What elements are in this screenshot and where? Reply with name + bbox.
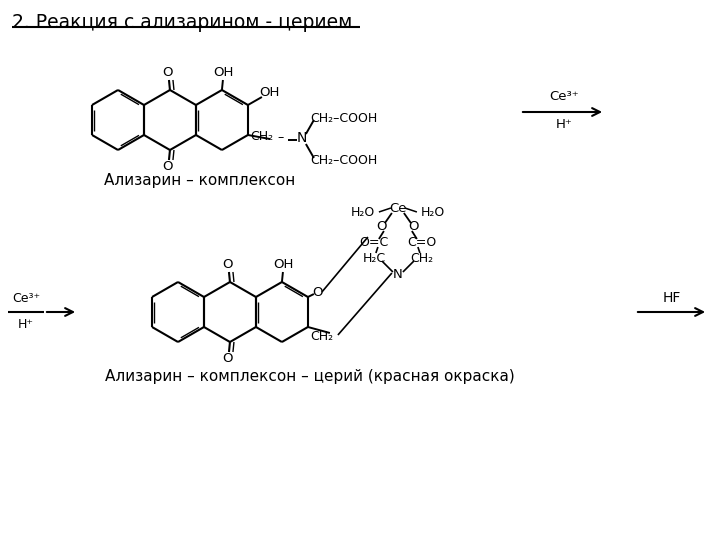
Text: O: O bbox=[377, 220, 387, 233]
Text: OH: OH bbox=[214, 66, 234, 79]
Text: O: O bbox=[222, 353, 233, 366]
Text: N: N bbox=[297, 131, 307, 145]
Text: O=C: O=C bbox=[359, 237, 389, 249]
Text: OH: OH bbox=[260, 86, 280, 99]
Text: OH: OH bbox=[274, 259, 294, 272]
Text: H₂O: H₂O bbox=[351, 206, 375, 219]
Text: 2. Реакция с ализарином - церием: 2. Реакция с ализарином - церием bbox=[12, 13, 352, 32]
Text: –: – bbox=[278, 132, 284, 145]
Text: H₂C: H₂C bbox=[362, 253, 385, 266]
Text: Ce³⁺: Ce³⁺ bbox=[549, 91, 579, 104]
Text: O: O bbox=[163, 66, 174, 79]
Text: Ce: Ce bbox=[389, 202, 407, 215]
Text: H⁺: H⁺ bbox=[556, 118, 572, 132]
Text: H⁺: H⁺ bbox=[18, 319, 34, 332]
Text: H₂O: H₂O bbox=[420, 206, 445, 219]
Text: C=O: C=O bbox=[408, 237, 436, 249]
Text: Ализарин – комплексон – церий (красная окраска): Ализарин – комплексон – церий (красная о… bbox=[105, 369, 515, 384]
Text: N: N bbox=[393, 268, 402, 281]
Text: CH₂–COOH: CH₂–COOH bbox=[310, 153, 377, 166]
Text: Ализарин – комплексон: Ализарин – комплексон bbox=[104, 172, 296, 187]
Text: HF: HF bbox=[663, 291, 681, 305]
Text: CH₂: CH₂ bbox=[410, 253, 433, 266]
Text: O: O bbox=[409, 220, 419, 233]
Text: Ce³⁺: Ce³⁺ bbox=[12, 292, 40, 305]
Text: O: O bbox=[222, 259, 233, 272]
Text: CH₂: CH₂ bbox=[310, 329, 333, 342]
Text: CH₂: CH₂ bbox=[251, 130, 274, 143]
Text: O: O bbox=[163, 160, 174, 173]
Text: O: O bbox=[312, 286, 323, 299]
Text: CH₂–COOH: CH₂–COOH bbox=[310, 111, 377, 125]
